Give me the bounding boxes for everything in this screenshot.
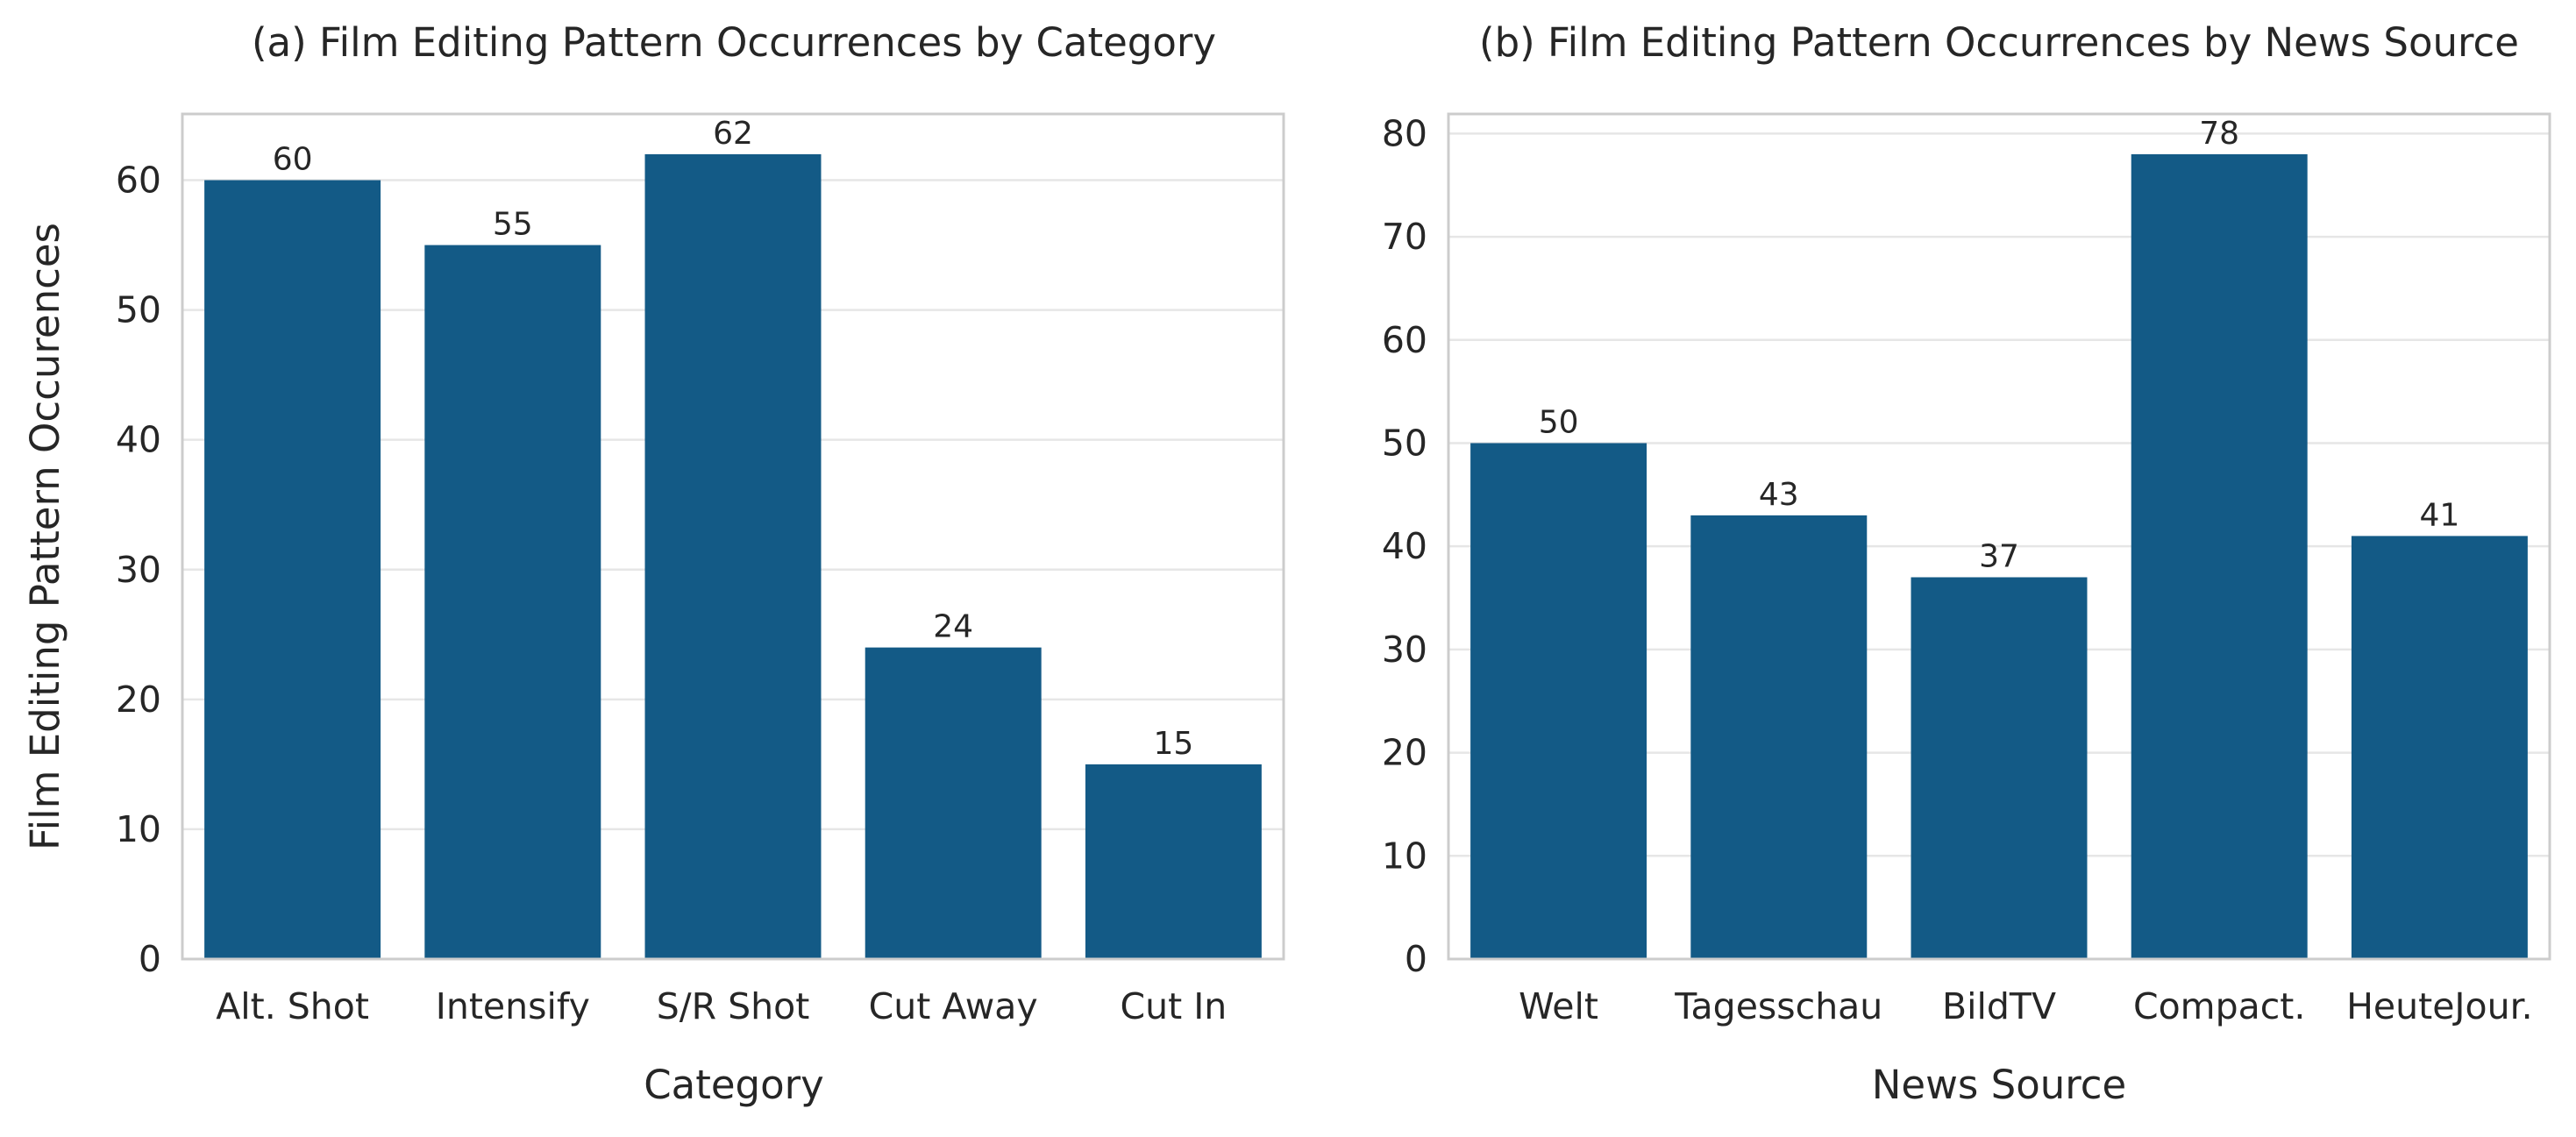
bars-b: [1470, 153, 2528, 959]
bar-value-label-a: 15: [1153, 726, 1193, 762]
x-tick-label-a: Cut In: [1120, 985, 1227, 1027]
y-tick-label-a: 60: [116, 160, 161, 202]
bar-value-label-b: 37: [1979, 538, 2019, 574]
x-tick-label-b: Compact.: [2133, 985, 2305, 1027]
x-tick-label-b: BildTV: [1942, 985, 2056, 1027]
bar-labels-b: 50 43 37 78 41: [1539, 116, 2460, 575]
x-tick-label-a: S/R Shot: [657, 985, 810, 1027]
y-tick-label-a: 30: [116, 549, 161, 591]
plot-frame-b: [1447, 112, 2551, 961]
y-tick-label-a: 50: [116, 289, 161, 331]
y-tick-label-a: 0: [139, 938, 161, 980]
chart-panel-b: (b) Film Editing Pattern Occurrences by …: [1382, 19, 2551, 1108]
y-tick-label-a: 10: [116, 808, 161, 850]
y-tick-label-b: 80: [1382, 112, 1427, 154]
chart-title-a: (a) Film Editing Pattern Occurrences by …: [252, 19, 1216, 66]
y-tick-labels-b: 0 10 20 30 40 50 60 70 80: [1382, 112, 1427, 980]
bar-value-label-b: 50: [1539, 404, 1579, 440]
bar-a: [204, 180, 381, 959]
bar-value-label-b: 41: [2419, 497, 2459, 533]
bar-value-label-b: 43: [1759, 477, 1799, 513]
bar-b: [1911, 577, 2088, 959]
y-tick-label-b: 0: [1405, 938, 1427, 980]
bars-a: [204, 153, 1262, 959]
plot-frame-a: [181, 112, 1285, 961]
bar-b: [2131, 153, 2308, 959]
bar-b: [1690, 515, 1868, 959]
bar-labels-a: 60 55 62 24 15: [273, 116, 1194, 762]
x-tick-label-b: HeuteJour.: [2346, 985, 2533, 1027]
y-tick-labels-a: 0 10 20 30 40 50 60: [116, 160, 161, 980]
x-tick-labels-a: Alt. Shot Intensify S/R Shot Cut Away Cut In: [216, 985, 1227, 1027]
x-axis-label-b: News Source: [1872, 1062, 2126, 1108]
y-axis-label-a: Film Editing Pattern Occurences: [22, 223, 68, 850]
bar-a: [865, 647, 1042, 959]
x-tick-label-a: Cut Away: [869, 985, 1038, 1027]
bar-value-label-a: 62: [713, 116, 753, 152]
y-tick-label-b: 30: [1382, 629, 1427, 671]
bar-b: [2351, 536, 2528, 959]
y-tick-label-b: 10: [1382, 835, 1427, 877]
x-tick-labels-b: Welt Tagesschau BildTV Compact. HeuteJour.: [1519, 985, 2533, 1027]
y-tick-label-a: 20: [116, 679, 161, 721]
bar-value-label-a: 55: [493, 207, 533, 243]
bar-value-label-a: 60: [273, 142, 313, 178]
bar-value-label-a: 24: [933, 609, 973, 645]
bar-a: [644, 153, 822, 959]
bar-b: [1470, 443, 1647, 959]
y-tick-label-b: 50: [1382, 422, 1427, 464]
x-tick-label-b: Welt: [1519, 985, 1598, 1027]
y-tick-label-b: 40: [1382, 525, 1427, 567]
bar-a: [1085, 764, 1262, 959]
y-tick-label-a: 40: [116, 419, 161, 461]
chart-title-b: (b) Film Editing Pattern Occurrences by …: [1479, 19, 2519, 66]
y-tick-label-b: 20: [1382, 732, 1427, 774]
y-tick-label-b: 70: [1382, 216, 1427, 258]
bar-a: [424, 245, 601, 959]
x-tick-label-a: Intensify: [436, 985, 590, 1027]
bar-value-label-b: 78: [2199, 116, 2239, 152]
x-tick-label-b: Tagesschau: [1674, 985, 1882, 1027]
y-tick-label-b: 60: [1382, 319, 1427, 361]
chart-panel-a: (a) Film Editing Pattern Occurrences by …: [22, 19, 1285, 1108]
x-tick-label-a: Alt. Shot: [216, 985, 369, 1027]
x-axis-label-a: Category: [644, 1062, 824, 1108]
